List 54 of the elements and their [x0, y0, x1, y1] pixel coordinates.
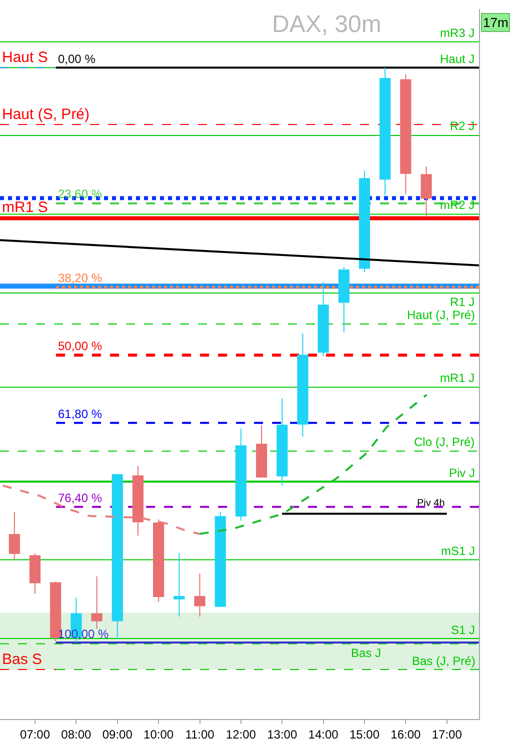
x-tick-label: 13:00 [267, 727, 298, 741]
candlestick [91, 576, 102, 630]
candlestick [400, 74, 412, 195]
x-tick-label: 09:00 [102, 727, 133, 741]
x-tick-label: 08:00 [61, 727, 92, 741]
x-tick-label: 10:00 [144, 727, 174, 741]
ref-line-label: 38,20 % [58, 271, 102, 285]
series-label: Piv 4h [417, 498, 445, 509]
x-tick-label: 11:00 [185, 727, 215, 741]
candlestick [153, 519, 164, 602]
candlestick [174, 552, 185, 618]
ref-line-label: Piv J [449, 466, 476, 480]
text: 17m [483, 15, 508, 30]
candlestick [29, 552, 41, 594]
ref-line-label: mR1 J [440, 371, 475, 385]
ref-line-label: 50,00 % [58, 339, 102, 353]
x-tick-label: 07:00 [20, 727, 50, 741]
x-tick-label: 14:00 [308, 727, 339, 741]
ref-line-label: 76,40 % [58, 491, 102, 505]
candlestick [8, 512, 20, 560]
candlestick [256, 424, 268, 478]
x-tick-label: 15:00 [349, 727, 380, 741]
candlestick [112, 474, 123, 640]
ref-line-label: S1 J [451, 623, 476, 637]
candlestick [338, 266, 350, 333]
candlestick [358, 170, 370, 273]
ref-line-label: Bas J [351, 646, 382, 660]
candlestick [420, 166, 432, 218]
candlestick [194, 573, 206, 618]
ref-line-label: Bas (J, Pré) [412, 654, 476, 668]
ref-line-label: Haut S [2, 49, 48, 66]
x-tick-label: 16:00 [390, 727, 422, 741]
x-tick-label: 17:00 [432, 727, 462, 741]
ref-line-label: Haut J [440, 52, 475, 66]
ref-line-label: Haut (S, Pré) [2, 106, 90, 123]
ref-line-label: 23,60 % [58, 187, 102, 201]
x-tick-label: 12:00 [226, 727, 256, 741]
ref-line-label: mR1 S [2, 199, 48, 216]
ref-line-label: 0,00 % [58, 52, 96, 66]
ref-line-label: 61,80 % [58, 407, 102, 421]
ref-line-label: Clo (J, Pré) [414, 435, 475, 449]
ref-line-label: mR3 J [440, 26, 475, 40]
candlestick [235, 428, 246, 522]
ref-line-label: R1 J [450, 295, 475, 309]
ref-line-label: Haut (J, Pré) [407, 308, 476, 322]
candlestick [214, 512, 226, 607]
candlestick [380, 67, 391, 196]
candlestick [276, 398, 288, 486]
ref-line-label: Bas S [2, 651, 42, 668]
ref-line-label: mS1 J [441, 544, 476, 558]
chart-title: DAX, 30m [272, 11, 382, 38]
candlestick [297, 332, 308, 438]
candlestick [132, 466, 144, 536]
candlestick [318, 282, 329, 357]
